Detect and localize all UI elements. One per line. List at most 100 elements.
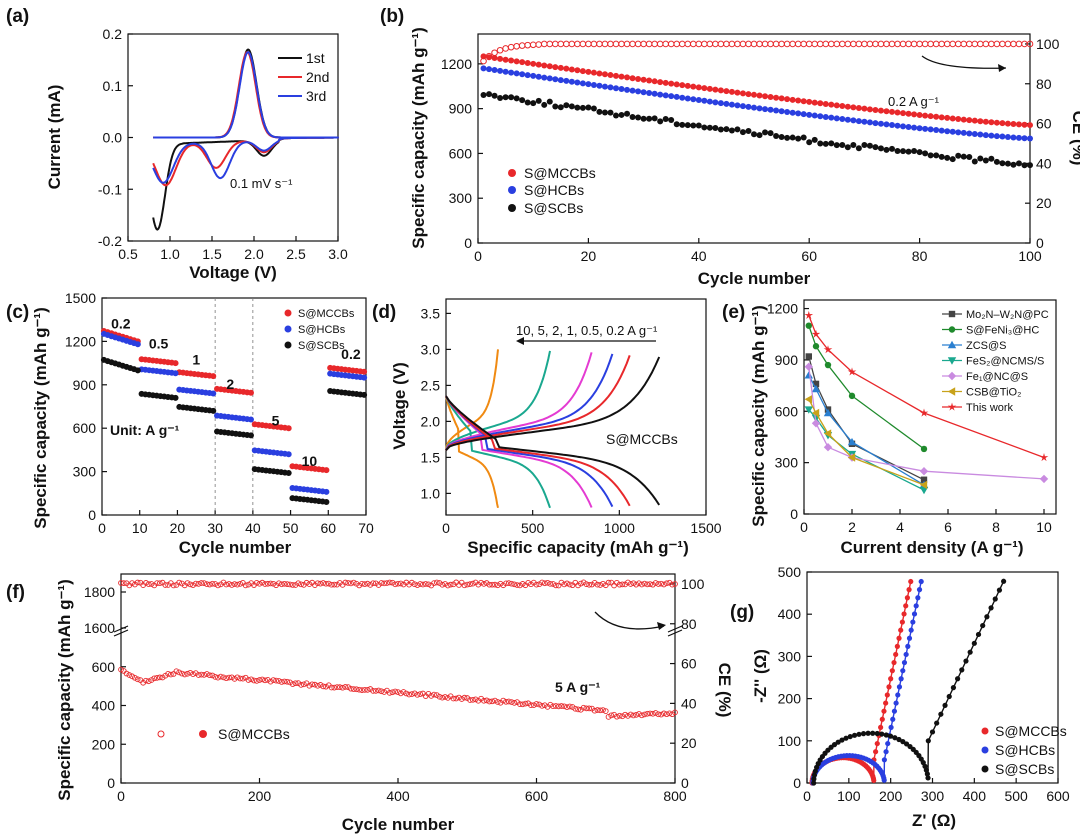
legend-marker-scbs (981, 765, 989, 773)
capacity-point (345, 684, 351, 690)
ce-point (927, 40, 934, 48)
ce-point (425, 581, 432, 588)
rate-point-S@HCBs (134, 341, 141, 348)
legend-marker (947, 371, 957, 381)
ce-point (289, 582, 296, 588)
capacity-point (411, 690, 418, 697)
y-tick-label: 200 (778, 691, 802, 707)
legend-label: FeS₂@NCMS/S (966, 356, 1044, 368)
axis-break-left (113, 625, 129, 637)
capacity-point-S@MCCBs (568, 66, 575, 73)
capacity-point-S@MCCBs (955, 116, 962, 123)
capacity-point-S@MCCBs (519, 59, 526, 66)
capacity-point-S@MCCBs (508, 57, 515, 64)
x-tick-label: 1.5 (202, 246, 222, 262)
ce-point (546, 40, 554, 48)
capacity-point (126, 672, 133, 678)
capacity-point (375, 687, 382, 694)
capacity-point-S@MCCBs (839, 103, 846, 110)
capacity-point-S@SCBs (988, 155, 995, 162)
nyquist-point-S@SCBs (1001, 578, 1007, 584)
ce-point (278, 581, 285, 588)
x-tick-label: 40 (691, 248, 707, 264)
capacity-point (173, 668, 180, 675)
capacity-point-S@HCBs (800, 111, 807, 118)
x-tick-label: 2.5 (286, 246, 306, 262)
ce-point (331, 581, 338, 588)
capacity-point-S@HCBs (1015, 134, 1022, 141)
capacity-point-S@SCBs (922, 150, 929, 157)
capacity-point-S@MCCBs (883, 108, 890, 115)
capacity-point-S@HCBs (756, 105, 763, 112)
capacity-point-S@SCBs (982, 157, 989, 164)
capacity-point-S@SCBs (723, 126, 730, 133)
capacity-point-S@MCCBs (999, 120, 1006, 127)
x-tick-label: 60 (801, 248, 817, 264)
capacity-point-S@HCBs (590, 81, 597, 88)
rate-point-S@HCBs (247, 416, 254, 423)
ce-point (356, 582, 363, 589)
ce-point (734, 40, 741, 48)
capacity-point (143, 677, 149, 684)
capacity-point (649, 710, 656, 717)
panel-e-axes: 0 2 4 6 8 10 0 300 600 900 1200 (767, 301, 1052, 535)
capacity-point-S@HCBs (535, 73, 542, 80)
ce-point (303, 579, 310, 586)
comparison-point (811, 419, 821, 428)
capacity-point (323, 683, 329, 690)
capacity-point (561, 703, 568, 710)
y-tick-label: 300 (73, 464, 97, 480)
legend-marker (947, 357, 957, 365)
capacity-point-S@SCBs (900, 148, 907, 155)
panel-a: 0.5 1.0 1.5 2.0 2.5 3.0 -0.2 -0.1 0.0 0.1 0.2 Volt… (45, 26, 348, 282)
y-tick-label: 600 (775, 403, 799, 419)
ce-point (483, 580, 490, 586)
capacity-point-S@HCBs (657, 91, 664, 98)
capacity-point (198, 671, 205, 678)
ce-point (661, 581, 667, 588)
y-tick-label: 900 (449, 101, 473, 117)
capacity-point (522, 700, 529, 707)
y2-tick-label: 40 (681, 695, 697, 711)
capacity-point (436, 693, 443, 700)
capacity-point-S@SCBs (855, 145, 862, 152)
capacity-point-S@HCBs (855, 118, 862, 125)
panel-e: 0 2 4 6 8 10 0 300 600 900 1200 Current density (A… (749, 299, 1057, 557)
ce-point (359, 580, 365, 587)
capacity-point-S@HCBs (971, 131, 978, 138)
capacity-point-S@SCBs (557, 104, 564, 111)
ce-point (805, 40, 813, 48)
ce-point (767, 40, 774, 48)
y-tick-label: 3.0 (421, 341, 441, 357)
capacity-point-S@SCBs (624, 110, 631, 117)
capacity-point-S@SCBs (673, 121, 680, 128)
capacity-point (428, 693, 435, 699)
ce-point (689, 40, 697, 48)
comparison-point (811, 329, 821, 338)
ce-point (551, 40, 559, 48)
capacity-point-S@SCBs (739, 129, 746, 136)
ce-point (850, 40, 857, 48)
capacity-point (456, 694, 462, 701)
rate-point-S@HCBs (285, 451, 292, 458)
x-tick-label: 800 (663, 788, 687, 804)
ce-point (442, 581, 448, 587)
capacity-point (453, 695, 460, 702)
capacity-point-S@HCBs (927, 126, 934, 133)
capacity-point-S@SCBs (568, 103, 575, 110)
capacity-point (539, 702, 545, 709)
capacity-point (389, 689, 396, 696)
capacity-point (450, 695, 457, 702)
comparison-point (804, 371, 813, 379)
capacity-point-S@SCBs (596, 108, 603, 115)
capacity-point-S@MCCBs (894, 109, 901, 116)
capacity-point-S@HCBs (607, 84, 614, 91)
capacity-point-S@MCCBs (541, 62, 548, 69)
y2-tick-label: 60 (1036, 116, 1052, 132)
capacity-point-S@MCCBs (624, 74, 631, 81)
ce-point (353, 580, 360, 587)
capacity-point (619, 713, 626, 720)
capacity-point-S@SCBs (585, 104, 592, 111)
x-tick-label: 500 (521, 520, 545, 536)
ce-point (971, 40, 979, 48)
